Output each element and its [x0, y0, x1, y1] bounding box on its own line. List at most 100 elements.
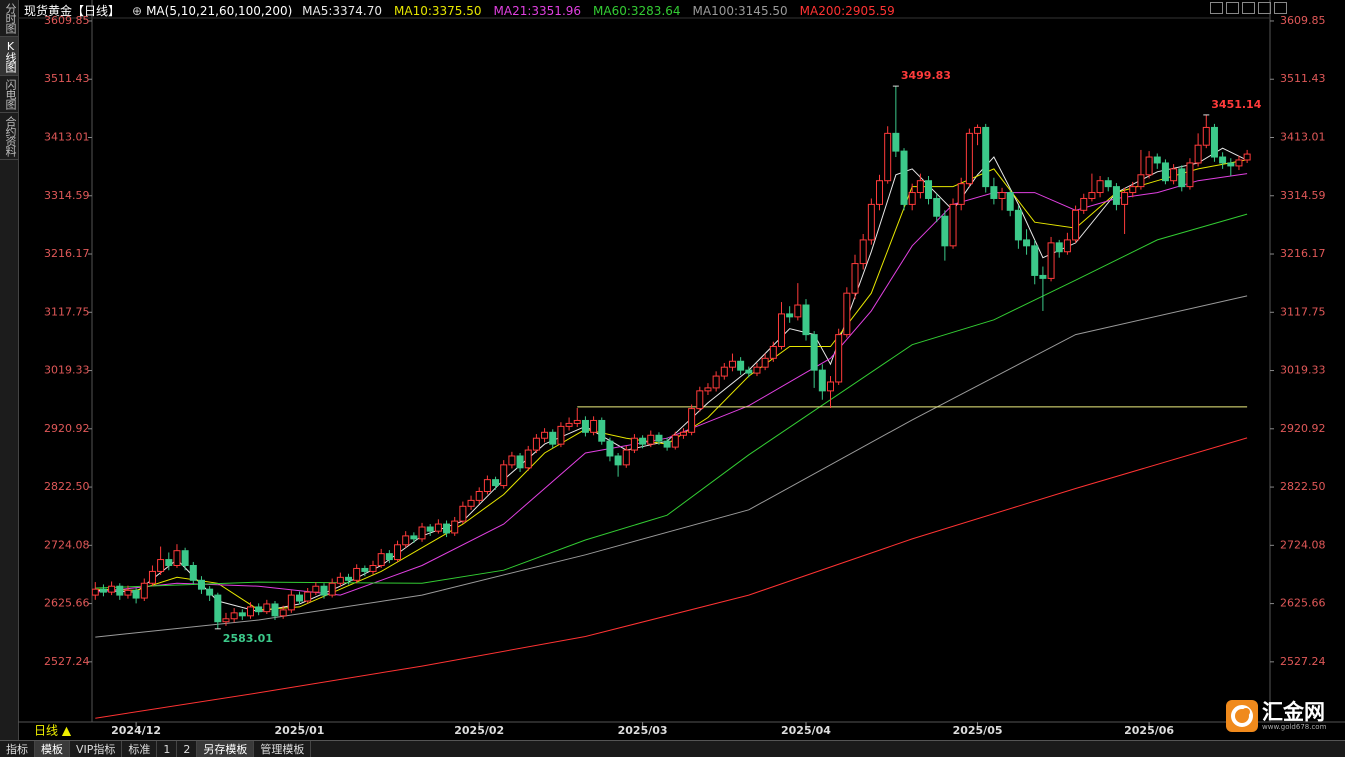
candle-body	[549, 431, 557, 445]
candle-body	[402, 535, 410, 546]
y-tick-label: 2822.50	[44, 480, 90, 493]
chart: 日线 ▲ 3609.85 3609.85 3511.43 3511.43 3413.01…	[18, 0, 1345, 738]
y-tick-label: 2822.50	[1280, 480, 1326, 493]
y-tick-label: 3314.59	[1280, 189, 1326, 202]
candle-body	[1235, 159, 1243, 167]
candle-body	[1014, 209, 1022, 241]
candle-body	[532, 437, 540, 451]
candle-body	[1031, 245, 1039, 276]
candle-body	[753, 366, 761, 374]
x-tick-label: 2025/04	[781, 724, 831, 737]
y-tick-label: 2625.66	[44, 597, 90, 610]
candle-body	[818, 369, 826, 392]
candle-body	[925, 180, 933, 199]
candle-body	[222, 618, 230, 623]
candle-body	[1063, 239, 1071, 253]
tab[interactable]: 1	[157, 741, 178, 757]
candle-body	[443, 523, 451, 534]
candle-body	[483, 479, 491, 492]
candle-body	[1202, 126, 1210, 146]
candle-body	[426, 526, 434, 532]
candle-body	[565, 422, 573, 427]
candle-body	[720, 366, 728, 377]
window-icons	[1210, 2, 1287, 14]
candle-body	[279, 609, 287, 617]
candle-body	[916, 180, 924, 194]
candle-body	[410, 535, 418, 540]
candle-body	[1072, 209, 1080, 241]
legend-entry: MA21:3351.96	[493, 4, 582, 18]
candle-body	[843, 292, 851, 336]
candle-body	[908, 192, 916, 205]
icon[interactable]	[1210, 2, 1223, 14]
tab[interactable]: 标准	[122, 741, 158, 757]
period[interactable]: 日线 ▲	[34, 724, 72, 738]
candle-body	[1243, 153, 1251, 161]
candle-body	[769, 345, 777, 359]
candle-body	[238, 612, 246, 617]
y-tick-label: 2527.24	[44, 655, 90, 668]
tab-bar: 指标 模板 VIP指标 标准 1 2 另存模板 管理模板	[0, 740, 1345, 757]
y-tick-label: 2527.24	[1280, 655, 1326, 668]
tab[interactable]: 管理模板	[254, 741, 312, 757]
candle-body	[859, 239, 867, 265]
y-tick-label: 2625.66	[1280, 597, 1326, 610]
settings-icon[interactable]: ⊕	[132, 4, 143, 18]
x-tick-label: 2025/05	[953, 724, 1003, 737]
y-tick-label: 2724.08	[1280, 538, 1326, 551]
candle-body	[92, 588, 99, 596]
candle-body	[377, 553, 385, 566]
legend-entry: MA10:3375.50	[394, 4, 482, 18]
candle-body	[1186, 162, 1194, 188]
side-tab[interactable]: 闪电图	[0, 76, 18, 113]
x-tick-label: 2024/12	[111, 724, 161, 737]
candle-body	[581, 419, 589, 433]
candle-body	[475, 490, 483, 501]
candle-body	[671, 434, 679, 448]
side-tab[interactable]: 合约资料	[0, 113, 18, 160]
candle-body	[1129, 186, 1137, 194]
candle-body	[165, 559, 173, 566]
y-tick-label: 3314.59	[44, 189, 90, 202]
candle-body	[1219, 156, 1227, 164]
candle-body	[108, 585, 116, 593]
y-tick-label: 3609.85	[44, 14, 90, 27]
candle-body	[353, 567, 361, 581]
candle-body	[933, 197, 941, 217]
tab[interactable]: VIP指标	[70, 741, 123, 757]
side-tab[interactable]: K线图	[0, 37, 18, 76]
tab[interactable]: 2	[177, 741, 198, 757]
candle-body	[1088, 192, 1096, 199]
candle-body	[451, 520, 459, 534]
tab[interactable]: 另存模板	[197, 741, 255, 757]
candle-body	[524, 449, 532, 469]
icon[interactable]	[1258, 2, 1271, 14]
legend-entry: MA200:2905.59	[799, 4, 895, 18]
y-tick-label: 3216.17	[1280, 247, 1326, 260]
icon[interactable]	[1274, 2, 1287, 14]
candle-body	[345, 576, 353, 581]
y-tick-label: 2920.92	[44, 422, 90, 435]
sidebar: 分时图 K线图 闪电图 合约资料	[0, 0, 19, 740]
plot-area	[92, 86, 1251, 719]
candle-body	[1096, 180, 1104, 194]
icon[interactable]	[1242, 2, 1255, 14]
legend-entry: MA60:3283.64	[593, 4, 681, 18]
tab[interactable]: 模板	[35, 741, 70, 757]
candle-body	[1023, 239, 1031, 247]
candle-body	[328, 582, 336, 596]
candle-body	[1145, 156, 1153, 176]
side-tab[interactable]: 分时图	[0, 0, 18, 37]
candle-body	[965, 132, 973, 185]
icon[interactable]	[1226, 2, 1239, 14]
ma-line	[95, 295, 1248, 638]
candle-body	[157, 559, 165, 572]
tab[interactable]: 指标	[0, 741, 35, 757]
candle-body	[263, 603, 271, 613]
candle-body	[1227, 162, 1235, 167]
ma-line	[95, 213, 1248, 589]
candle-body	[467, 499, 475, 507]
candle-body	[655, 434, 663, 442]
candle-body	[622, 449, 630, 466]
